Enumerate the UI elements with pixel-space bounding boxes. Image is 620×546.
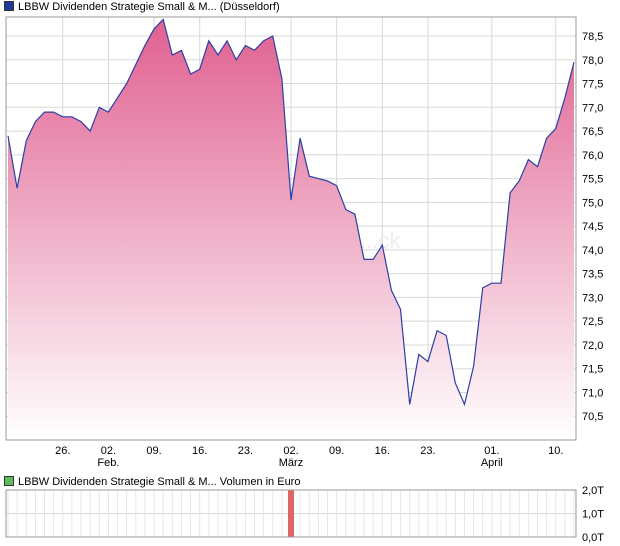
price-plot-frame [5,16,577,441]
date-x-tick-label: 02. [283,445,298,457]
volume-y-tick-label: 1,0T [582,509,604,521]
date-x-tick-label: 23. [238,445,253,457]
price-y-tick-label: 73,5 [582,269,603,281]
date-x-tick-label: 26. [55,445,70,457]
price-y-tick-label: 77,0 [582,102,603,114]
price-y-tick-label: 77,5 [582,79,603,91]
price-legend-label: LBBW Dividenden Strategie Small & M... (… [18,1,280,13]
volume-y-tick-label: 0,0T [582,532,604,544]
volume-legend-swatch [4,476,14,486]
price-y-axis: 70,5 71,0 71,5 72,0 72,5 73,0 73,5 74,0 74,5 75,0… [582,31,603,423]
price-legend-swatch [4,1,14,11]
volume-legend: LBBW Dividenden Strategie Small & M... V… [4,475,300,489]
month-x-label: März [279,457,303,469]
price-y-tick-label: 72,5 [582,316,603,328]
price-y-tick-label: 78,5 [582,31,603,43]
volume-plot-frame [5,489,577,538]
price-y-tick-label: 74,5 [582,221,603,233]
price-area [8,19,574,441]
month-x-label: April [481,457,503,469]
price-y-tick-label: 74,0 [582,245,603,257]
price-y-tick-label: 73,0 [582,292,603,304]
volume-y-axis: 0,0T 1,0T 2,0T [582,485,604,544]
price-y-tick-label: 75,5 [582,174,603,186]
volume-bars [288,490,294,537]
price-y-tick-label: 75,0 [582,197,603,209]
price-y-tick-label: 71,5 [582,364,603,376]
price-y-tick-label: 78,0 [582,55,603,67]
price-y-tick-label: 70,5 [582,411,603,423]
date-x-tick-label: 16. [192,445,207,457]
price-y-tick-label: 72,0 [582,340,603,352]
date-x-tick-label: 02. [101,445,116,457]
volume-legend-label: LBBW Dividenden Strategie Small & M... V… [18,476,301,488]
date-x-tick-label: 01. [484,445,499,457]
volume-bar [288,490,294,537]
price-y-tick-label: 71,0 [582,387,603,399]
price-y-tick-label: 76,0 [582,150,603,162]
month-x-label: Feb. [97,457,119,469]
date-x-tick-label: 10. [548,445,563,457]
price-legend: LBBW Dividenden Strategie Small & M... (… [4,0,280,14]
volume-y-tick-label: 2,0T [582,485,604,497]
date-x-tick-label: 23. [420,445,435,457]
date-x-tick-label: 16. [375,445,390,457]
price-line [7,18,575,407]
date-x-tick-label: 09. [146,445,161,457]
date-x-tick-label: 09. [329,445,344,457]
price-y-tick-label: 76,5 [582,126,603,138]
